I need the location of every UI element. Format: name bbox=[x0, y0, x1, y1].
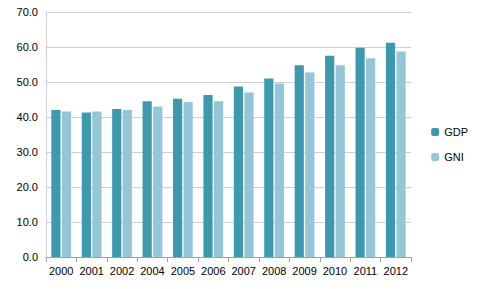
svg-text:10.0: 10.0 bbox=[17, 216, 38, 228]
svg-text:2006: 2006 bbox=[201, 265, 225, 277]
svg-text:2009: 2009 bbox=[292, 265, 316, 277]
svg-text:2012: 2012 bbox=[384, 265, 408, 277]
svg-text:2002: 2002 bbox=[110, 265, 134, 277]
svg-text:40.0: 40.0 bbox=[17, 111, 38, 123]
svg-text:2011: 2011 bbox=[354, 265, 378, 277]
svg-text:30.0: 30.0 bbox=[17, 146, 38, 158]
svg-text:2001: 2001 bbox=[79, 265, 103, 277]
svg-text:GNI: GNI bbox=[444, 151, 464, 163]
svg-text:70.0: 70.0 bbox=[17, 6, 38, 18]
svg-text:2004: 2004 bbox=[140, 265, 164, 277]
svg-text:2010: 2010 bbox=[323, 265, 347, 277]
svg-text:0.0: 0.0 bbox=[23, 251, 38, 263]
svg-text:GDP: GDP bbox=[444, 126, 468, 138]
svg-text:2007: 2007 bbox=[231, 265, 255, 277]
svg-text:2005: 2005 bbox=[171, 265, 195, 277]
svg-text:2000: 2000 bbox=[49, 265, 73, 277]
svg-text:20.0: 20.0 bbox=[17, 181, 38, 193]
svg-text:60.0: 60.0 bbox=[17, 41, 38, 53]
svg-text:2008: 2008 bbox=[262, 265, 286, 277]
svg-text:50.0: 50.0 bbox=[17, 76, 38, 88]
